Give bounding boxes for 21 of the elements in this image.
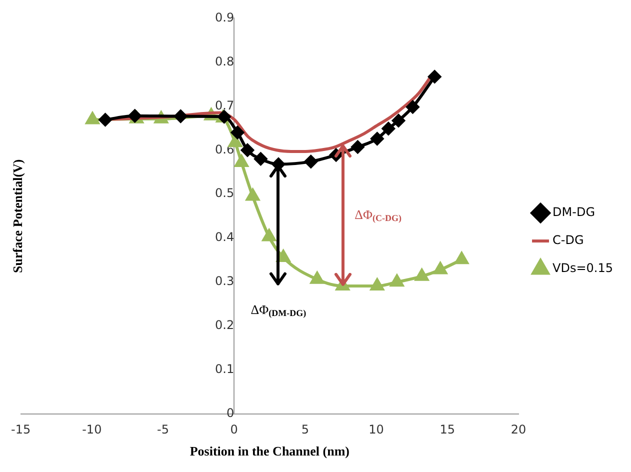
x-tick-label: -15 [10,422,31,436]
legend-label: C-DG [552,233,584,248]
x-axis-title: Position in the Channel (nm) [190,444,350,459]
y-tick-label: 0 [226,406,234,420]
y-tick-label: 0.7 [215,98,234,112]
y-tick-label: 0.5 [215,186,234,200]
x-tick-label: -10 [82,422,102,436]
legend-label: DM-DG [552,205,595,220]
y-tick-label: 0.1 [215,362,234,376]
legend-label: VDs=0.15 [552,261,614,276]
y-tick-label: 0.8 [215,54,234,68]
y-tick-label: 0.3 [215,274,234,288]
x-tick-label: -5 [157,422,169,436]
x-tick-label: 5 [301,422,310,436]
y-tick-label: 0.2 [215,318,234,332]
y-tick-label: 0.4 [215,230,234,244]
y-tick-label: 0.9 [215,10,234,24]
x-tick-label: 20 [510,422,526,436]
x-tick-label: 10 [368,422,384,436]
y-axis-title: Surface Potential(V) [10,159,25,273]
x-tick-label: 15 [440,422,456,436]
